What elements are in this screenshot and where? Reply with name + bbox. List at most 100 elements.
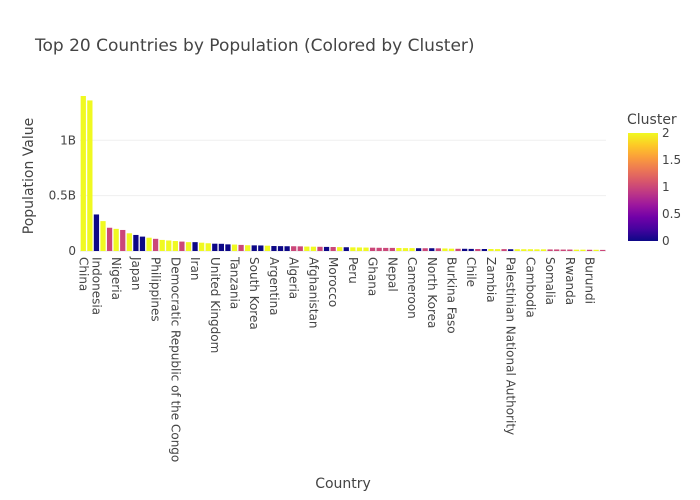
bar[interactable] [455, 248, 461, 251]
bar[interactable] [554, 249, 560, 251]
x-tick-label: Democratic Republic of the Congo [168, 257, 182, 462]
bar[interactable] [152, 238, 159, 251]
bar[interactable] [586, 249, 593, 251]
bar[interactable] [337, 247, 343, 251]
x-tick-label: Peru [346, 257, 360, 284]
bar[interactable] [225, 244, 231, 251]
bar[interactable] [540, 249, 547, 251]
bar[interactable] [126, 233, 132, 251]
bar[interactable] [172, 241, 178, 251]
x-tick-label: Burkina Faso [444, 257, 458, 334]
bar[interactable] [402, 248, 409, 251]
bar[interactable] [429, 248, 435, 251]
bar[interactable] [106, 227, 113, 251]
bar[interactable] [396, 248, 402, 251]
bar[interactable] [185, 242, 192, 251]
bar[interactable] [139, 236, 146, 251]
bar[interactable] [330, 247, 336, 251]
bar[interactable] [448, 248, 455, 251]
bar[interactable] [376, 247, 382, 251]
colorbar: Cluster 0 0.5 1 1.5 2 [627, 112, 681, 248]
bar[interactable] [192, 242, 198, 251]
bar[interactable] [212, 243, 218, 251]
bar[interactable] [205, 243, 211, 251]
colorbar-tick-label: 0.5 [662, 207, 681, 221]
bar[interactable] [284, 246, 290, 251]
x-tick-label: Somalia [543, 257, 557, 305]
bar[interactable] [297, 246, 303, 251]
bar[interactable] [409, 248, 415, 251]
bar[interactable] [356, 247, 363, 251]
bar[interactable] [422, 248, 428, 251]
x-tick-label: Morocco [326, 257, 340, 307]
colorbar-tick-label: 1 [662, 180, 670, 194]
bar[interactable] [231, 244, 238, 251]
colorbar-tick-label: 2 [662, 126, 670, 140]
bar[interactable] [514, 249, 520, 251]
bar[interactable] [264, 245, 271, 251]
bar[interactable] [488, 249, 494, 251]
bar[interactable] [494, 249, 501, 251]
bar[interactable] [251, 245, 257, 251]
bar[interactable] [350, 247, 356, 251]
y-axis-title: Population Value [21, 118, 37, 234]
bar[interactable] [547, 249, 553, 251]
bar[interactable] [343, 247, 349, 251]
x-tick-label: Palestinian National Authority [504, 257, 518, 435]
bar[interactable] [508, 249, 514, 251]
bar[interactable] [113, 228, 119, 251]
x-tick-label: Cambodia [523, 257, 537, 318]
bar[interactable] [277, 246, 284, 251]
bar[interactable] [238, 244, 244, 251]
bar[interactable] [258, 245, 264, 251]
colorbar-tick-label: 0 [662, 234, 670, 248]
bar[interactable] [310, 246, 317, 251]
bar[interactable] [521, 249, 527, 251]
bar[interactable] [567, 249, 573, 251]
x-axis-title: Country [315, 476, 371, 492]
bar[interactable] [468, 248, 474, 251]
bar[interactable] [133, 234, 139, 251]
bar[interactable] [573, 249, 580, 251]
bar[interactable] [245, 245, 251, 251]
bar[interactable] [317, 246, 323, 251]
bar[interactable] [580, 249, 586, 251]
bar[interactable] [304, 246, 310, 251]
bar[interactable] [159, 239, 165, 251]
x-tick-label: United Kingdom [208, 257, 222, 353]
bar[interactable] [462, 248, 468, 251]
bar[interactable] [199, 242, 205, 251]
bar[interactable] [389, 247, 395, 251]
bar[interactable] [534, 249, 540, 251]
bar[interactable] [323, 246, 330, 251]
bar[interactable] [93, 214, 100, 251]
bar[interactable] [600, 249, 606, 251]
bar[interactable] [415, 248, 422, 251]
bar[interactable] [560, 249, 566, 251]
x-tick-label: Indonesia [89, 257, 103, 315]
bar[interactable] [481, 249, 487, 251]
bar[interactable] [593, 249, 599, 251]
bar[interactable] [80, 96, 86, 251]
bar[interactable] [527, 249, 534, 251]
bar[interactable] [166, 240, 172, 251]
bar[interactable] [100, 221, 106, 251]
bar[interactable] [383, 247, 389, 251]
bar[interactable] [363, 247, 369, 251]
bar[interactable] [271, 246, 277, 251]
bar[interactable] [179, 241, 185, 251]
x-tick-label: Ghana [366, 257, 380, 296]
bar[interactable] [369, 247, 376, 251]
bar[interactable] [87, 100, 93, 251]
bar[interactable] [435, 248, 441, 251]
x-tick-label: China [76, 257, 90, 291]
bar[interactable] [291, 246, 297, 251]
bar[interactable] [501, 249, 507, 251]
x-tick-label: Tanzania [228, 256, 242, 309]
bar[interactable] [146, 237, 152, 251]
bar[interactable] [475, 249, 481, 251]
bar[interactable] [442, 248, 448, 251]
bars-layer [80, 96, 606, 251]
bar[interactable] [218, 243, 224, 251]
bar[interactable] [120, 229, 126, 251]
